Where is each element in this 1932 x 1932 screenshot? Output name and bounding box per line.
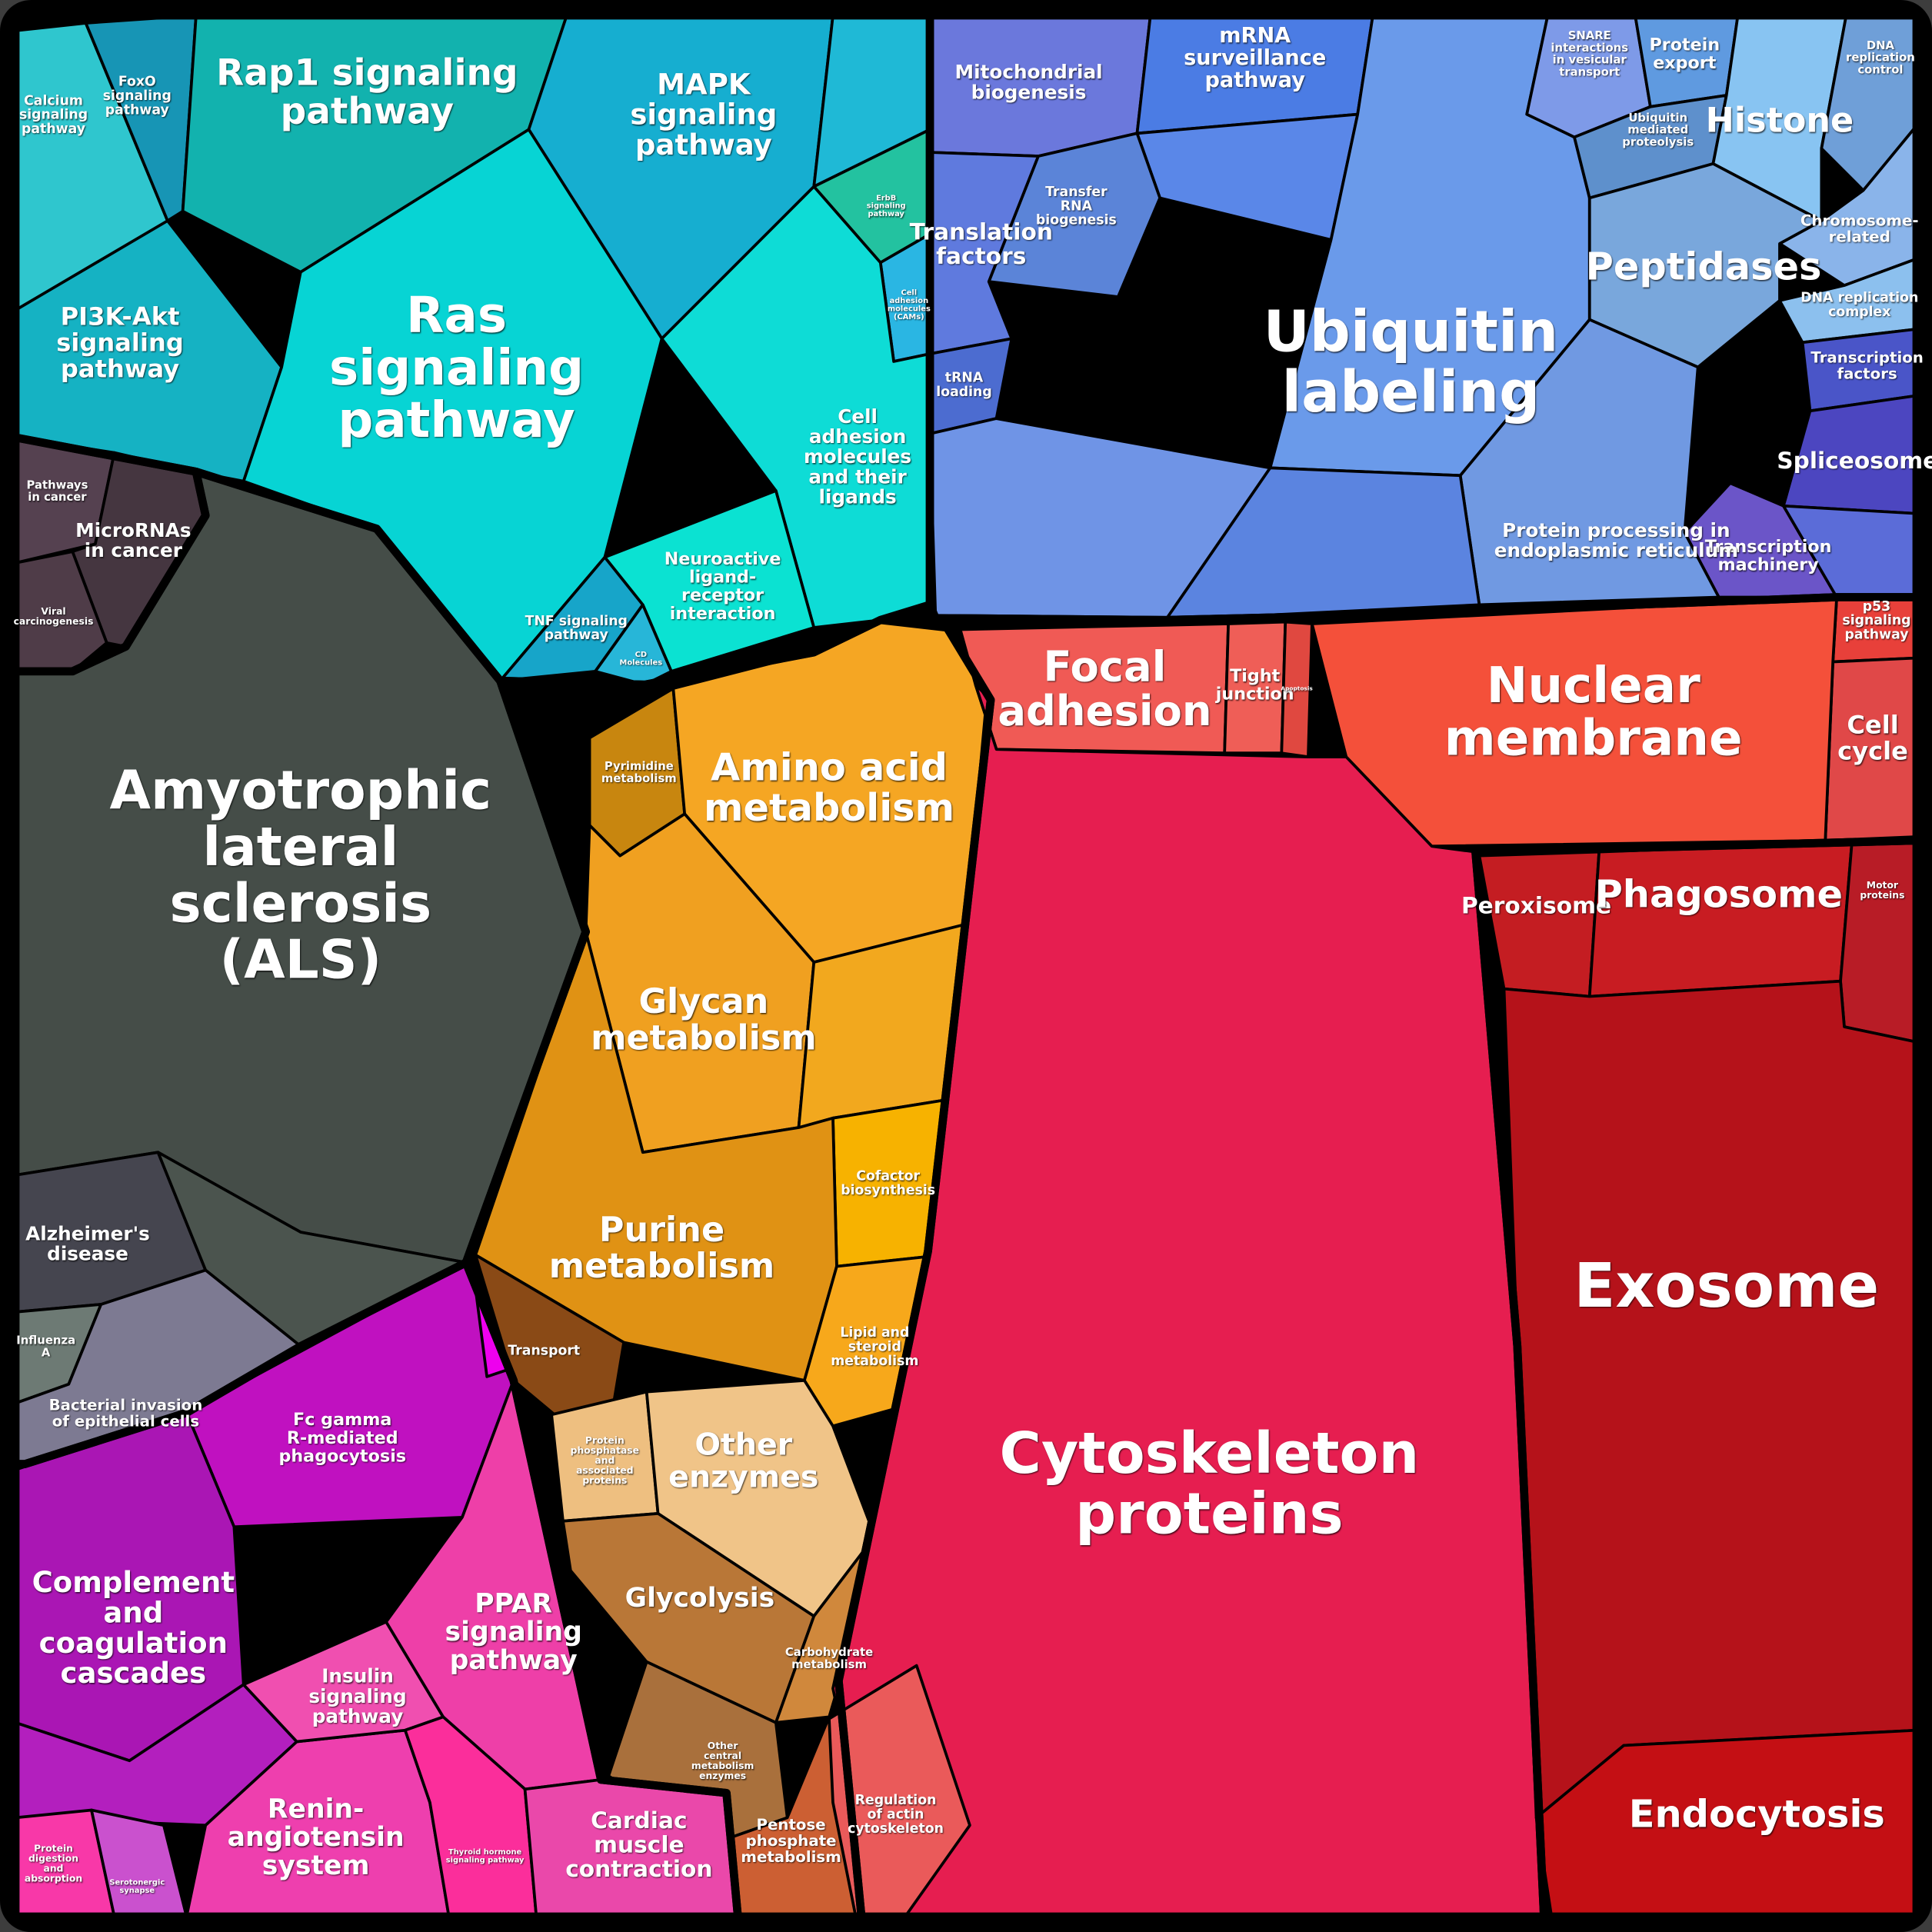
thyroid-hormone-signaling-pathway-label: Thyroid hormone signaling pathway — [446, 1848, 525, 1864]
viral-carcinogenesis-label: Viral carcinogenesis — [14, 606, 94, 627]
cofactor-biosynthesis-label: Cofactor biosynthesis — [841, 1169, 935, 1198]
mitochondrial-biogenesis-label: Mitochondrial biogenesis — [955, 61, 1103, 103]
transfer-rna-biogenesis-label: Transfer RNA biogenesis — [1036, 185, 1117, 228]
protein-export-label: Protein export — [1649, 35, 1720, 74]
pathways-in-cancer-label: Pathways in cancer — [27, 478, 88, 504]
trna-loading-label: tRNA loading — [936, 371, 992, 400]
cell-adhesion-molecules-and-their-ligands-label: Cell adhesion molecules and their ligands — [804, 405, 911, 508]
ppar-signaling-pathway-label: PPAR signaling pathway — [445, 1589, 582, 1676]
ubiquitin-mediated-proteolysis-label: Ubiquitin mediated proteolysis — [1622, 112, 1694, 148]
protein-processing-in-endoplasmic-reticulum-label: Protein processing in endoplasmic reticul… — [1494, 519, 1738, 561]
outlines-layer — [11, 11, 1921, 1921]
amyotrophic-lateral-sclerosis-als-label: Amyotrophic lateral sclerosis (ALS) — [110, 761, 492, 991]
serotonergic-synapse-label: Serotonergic synapse — [109, 1879, 165, 1895]
motor-proteins-cell[interactable] — [1839, 839, 1918, 1044]
influenza-a-label: Influenza A — [16, 1334, 75, 1360]
pyrimidine-metabolism-label: Pyrimidine metabolism — [601, 760, 677, 785]
endocytosis-label: Endocytosis — [1629, 1792, 1885, 1837]
pi3k-akt-signaling-pathway-label: PI3K-Akt signaling pathway — [56, 301, 184, 383]
micrornas-in-cancer-label: MicroRNAs in cancer — [75, 519, 191, 561]
magenta-group-outline — [11, 1258, 742, 1921]
ubiquitin-labeling-label: Ubiquitin labeling — [1264, 299, 1559, 426]
tight-junction-label: Tight junction — [1215, 666, 1294, 705]
labels-layer: Calcium signaling pathway FoxO signaling path… — [14, 24, 1932, 1895]
insulin-signaling-pathway-label: Insulin signaling pathway — [308, 1665, 406, 1727]
transcription-machinery-label: Transcription machinery — [1705, 537, 1832, 575]
fc-gamma-r-mediated-phagocytosis-label: Fc gamma R-mediated phagocytosis — [278, 1410, 406, 1466]
motor-proteins-label: Motor proteins — [1860, 880, 1904, 901]
lipid-and-steroid-metabolism-label: Lipid and steroid metabolism — [831, 1325, 918, 1369]
phagosome-label: Phagosome — [1595, 871, 1843, 916]
carbohydrate-metabolism-label: Carbohydrate metabolism — [785, 1646, 873, 1671]
protein-phosphatase-and-associated-proteins-label: Protein phosphatase and associated proteins — [571, 1435, 639, 1486]
other-central-metabolism-enzymes-label: Other central metabolism enzymes — [691, 1740, 754, 1781]
foxo-signaling-pathway-label: FoxO signaling pathway — [103, 75, 172, 118]
tnf-signaling-pathway-label: TNF signaling pathway — [525, 614, 628, 643]
complement-and-coagulation-cascades-label: Complement and coagulation cascades — [32, 1566, 235, 1690]
erbb-signaling-pathway-label: ErbB signaling pathway — [867, 194, 906, 218]
regulation-of-actin-cytoskeleton-label: Regulation of actin cytoskeleton — [848, 1793, 944, 1837]
mrna-surveillance-pathway-label: mRNA surveillance pathway — [1184, 24, 1326, 92]
snare-interactions-in-vesicular-transport-label: SNARE interactions in vesicular transport — [1551, 29, 1628, 78]
rap1-signaling-pathway-label: Rap1 signaling pathway — [216, 52, 518, 133]
cytoskeleton-proteins-label: Cytoskeleton proteins — [1000, 1421, 1420, 1547]
mapk-signaling-pathway-label: MAPK signaling pathway — [630, 68, 777, 162]
amino-acid-metabolism-label: Amino acid metabolism — [704, 745, 954, 830]
focal-adhesion-label: Focal adhesion — [998, 642, 1211, 735]
peroxisome-label: Peroxisome — [1461, 891, 1611, 918]
treemap-content: Calcium signaling pathway FoxO signaling path… — [11, 11, 1932, 1921]
other-enzymes-label: Other enzymes — [668, 1427, 818, 1495]
renin-angiotensin-system-label: Renin-angiotensin system — [228, 1794, 405, 1881]
pentose-phosphate-metabolism-label: Pentose phosphate metabolism — [741, 1816, 841, 1866]
ras-signaling-pathway-label: Ras signaling pathway — [329, 287, 584, 449]
glycolysis-label: Glycolysis — [625, 1583, 775, 1614]
p53-signaling-pathway-label: p53 signaling pathway — [1842, 599, 1910, 643]
glycan-metabolism-label: Glycan metabolism — [591, 982, 817, 1058]
purine-metabolism-label: Purine metabolism — [549, 1211, 775, 1286]
histone-label: Histone — [1706, 102, 1854, 141]
darkred-group-outline — [1471, 836, 1921, 1921]
spliceosome-label: Spliceosome — [1777, 447, 1932, 474]
blue-sub-4-cell[interactable] — [1164, 466, 1481, 621]
nuclear-membrane-label: Nuclear membrane — [1444, 657, 1743, 767]
exosome-label: Exosome — [1574, 1251, 1879, 1321]
translation-factors-label: Translation factors — [910, 218, 1053, 268]
phagosome-cell[interactable] — [1587, 841, 1854, 998]
bacterial-invasion-of-epithelial-cells-label: Bacterial invasion of epithelial cells — [49, 1396, 203, 1430]
chromosome-related-label: Chromosome-related — [1800, 212, 1919, 245]
calcium-signaling-pathway-label: Calcium signaling pathway — [19, 93, 88, 137]
cardiac-muscle-contraction-label: Cardiac muscle contraction — [565, 1807, 712, 1882]
cells-layer — [14, 14, 1918, 1918]
transcription-factors-label: Transcription factors — [1810, 348, 1924, 382]
alzheimers-disease-label: Alzheimer's disease — [25, 1222, 150, 1264]
dna-replication-complex-label: DNA replication complex — [1800, 291, 1918, 320]
cell-adhesion-molecules-cams-label: Cell adhesion molecules (CAMs) — [888, 289, 931, 321]
protein-digestion-and-absorption-label: Protein digestion and absorption — [25, 1843, 82, 1884]
exosome-cell[interactable] — [1502, 979, 1918, 1820]
cell-cycle-label: Cell cycle — [1837, 711, 1908, 766]
transport-label: Transport — [508, 1343, 580, 1358]
dna-replication-control-label: DNA replication control — [1846, 39, 1915, 76]
peptidases-label: Peptidases — [1586, 245, 1822, 289]
apoptosis-label: Apoptosis — [1281, 685, 1313, 692]
cd-molecules-label: CD Molecules — [620, 651, 663, 667]
neuroactive-ligand-receptor-interaction-label: Neuroactive ligand-receptor interaction — [665, 549, 781, 624]
